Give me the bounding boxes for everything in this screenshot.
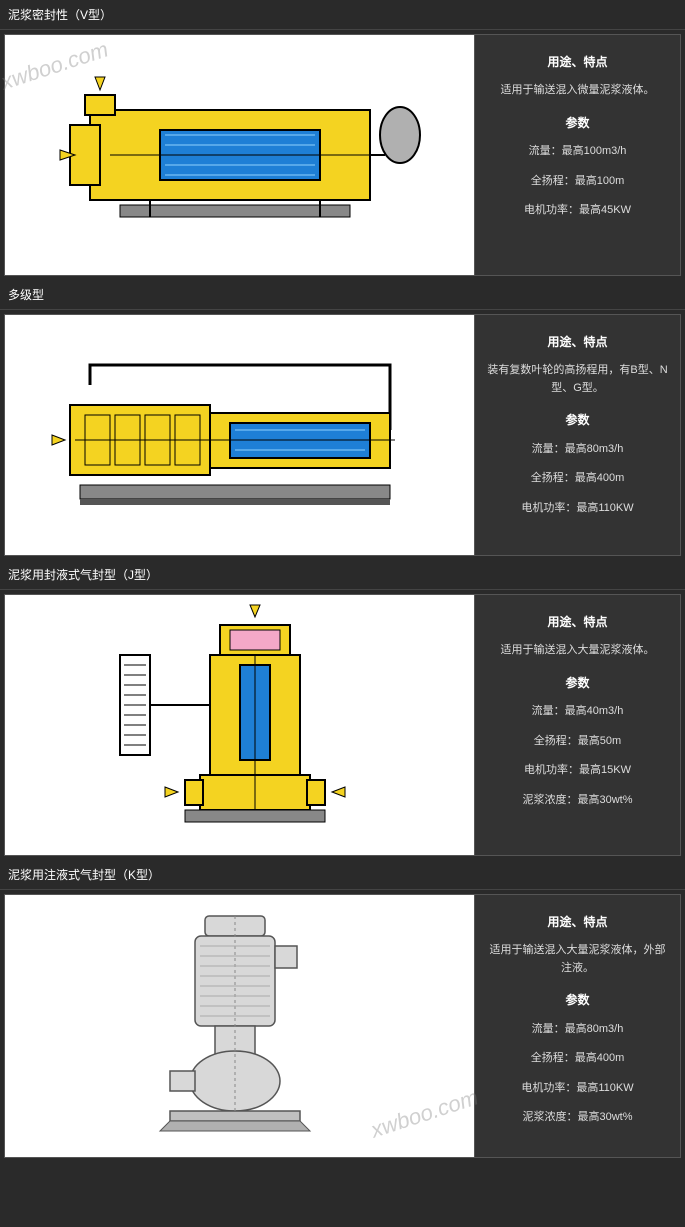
param-line: 电机功率：最高15KW — [485, 762, 670, 780]
diagram-cell — [5, 595, 475, 855]
param-line: 流量：最高100m3/h — [485, 143, 670, 161]
param-heading: 参数 — [485, 114, 670, 133]
pump-row: xwboo.com 用途、特点 适用于输送混 — [4, 894, 681, 1158]
param-heading: 参数 — [485, 411, 670, 430]
info-desc: 适用于输送混入大量泥浆液体。 — [485, 642, 670, 660]
info-heading: 用途、特点 — [485, 53, 670, 72]
info-desc: 适用于输送混入微量泥浆液体。 — [485, 82, 670, 100]
param-line: 电机功率：最高110KW — [485, 500, 670, 518]
pump-diagram-k — [110, 896, 370, 1156]
section-title: 泥浆密封性（V型） — [0, 0, 685, 30]
diagram-cell — [5, 315, 475, 555]
param-heading: 参数 — [485, 674, 670, 693]
param-line: 全扬程：最高50m — [485, 733, 670, 751]
info-cell: 用途、特点 装有复数叶轮的高扬程用，有B型、N型、G型。 参数 流量：最高80m… — [475, 315, 680, 555]
param-line: 流量：最高40m3/h — [485, 703, 670, 721]
pump-row: xwboo.com 用途、特点 适用于输送混入微量泥浆液体。 参数 流量：最高1… — [4, 34, 681, 276]
section-title: 多级型 — [0, 280, 685, 310]
pump-diagram-multi — [30, 335, 450, 535]
pump-diagram-v — [30, 55, 450, 255]
diagram-cell: xwboo.com — [5, 895, 475, 1157]
info-desc: 装有复数叶轮的高扬程用，有B型、N型、G型。 — [485, 362, 670, 397]
param-heading: 参数 — [485, 991, 670, 1010]
param-line: 泥浆浓度：最高30wt% — [485, 792, 670, 810]
param-line: 全扬程：最高400m — [485, 1050, 670, 1068]
info-cell: 用途、特点 适用于输送混入大量泥浆液体，外部注液。 参数 流量：最高80m3/h… — [475, 895, 680, 1157]
section-title: 泥浆用注液式气封型（K型） — [0, 860, 685, 890]
param-line: 泥浆浓度：最高30wt% — [485, 1109, 670, 1127]
watermark: xwboo.com — [367, 1084, 481, 1143]
param-line: 电机功率：最高45KW — [485, 202, 670, 220]
pump-diagram-j — [90, 595, 390, 855]
info-cell: 用途、特点 适用于输送混入大量泥浆液体。 参数 流量：最高40m3/h 全扬程：… — [475, 595, 680, 855]
param-line: 全扬程：最高400m — [485, 470, 670, 488]
info-cell: 用途、特点 适用于输送混入微量泥浆液体。 参数 流量：最高100m3/h 全扬程… — [475, 35, 680, 275]
info-heading: 用途、特点 — [485, 333, 670, 352]
info-heading: 用途、特点 — [485, 613, 670, 632]
diagram-cell: xwboo.com — [5, 35, 475, 275]
pump-row: 用途、特点 适用于输送混入大量泥浆液体。 参数 流量：最高40m3/h 全扬程：… — [4, 594, 681, 856]
param-line: 流量：最高80m3/h — [485, 441, 670, 459]
param-line: 电机功率：最高110KW — [485, 1080, 670, 1098]
pump-row: 用途、特点 装有复数叶轮的高扬程用，有B型、N型、G型。 参数 流量：最高80m… — [4, 314, 681, 556]
section-title: 泥浆用封液式气封型（J型） — [0, 560, 685, 590]
info-heading: 用途、特点 — [485, 913, 670, 932]
param-line: 流量：最高80m3/h — [485, 1021, 670, 1039]
info-desc: 适用于输送混入大量泥浆液体，外部注液。 — [485, 942, 670, 977]
param-line: 全扬程：最高100m — [485, 173, 670, 191]
